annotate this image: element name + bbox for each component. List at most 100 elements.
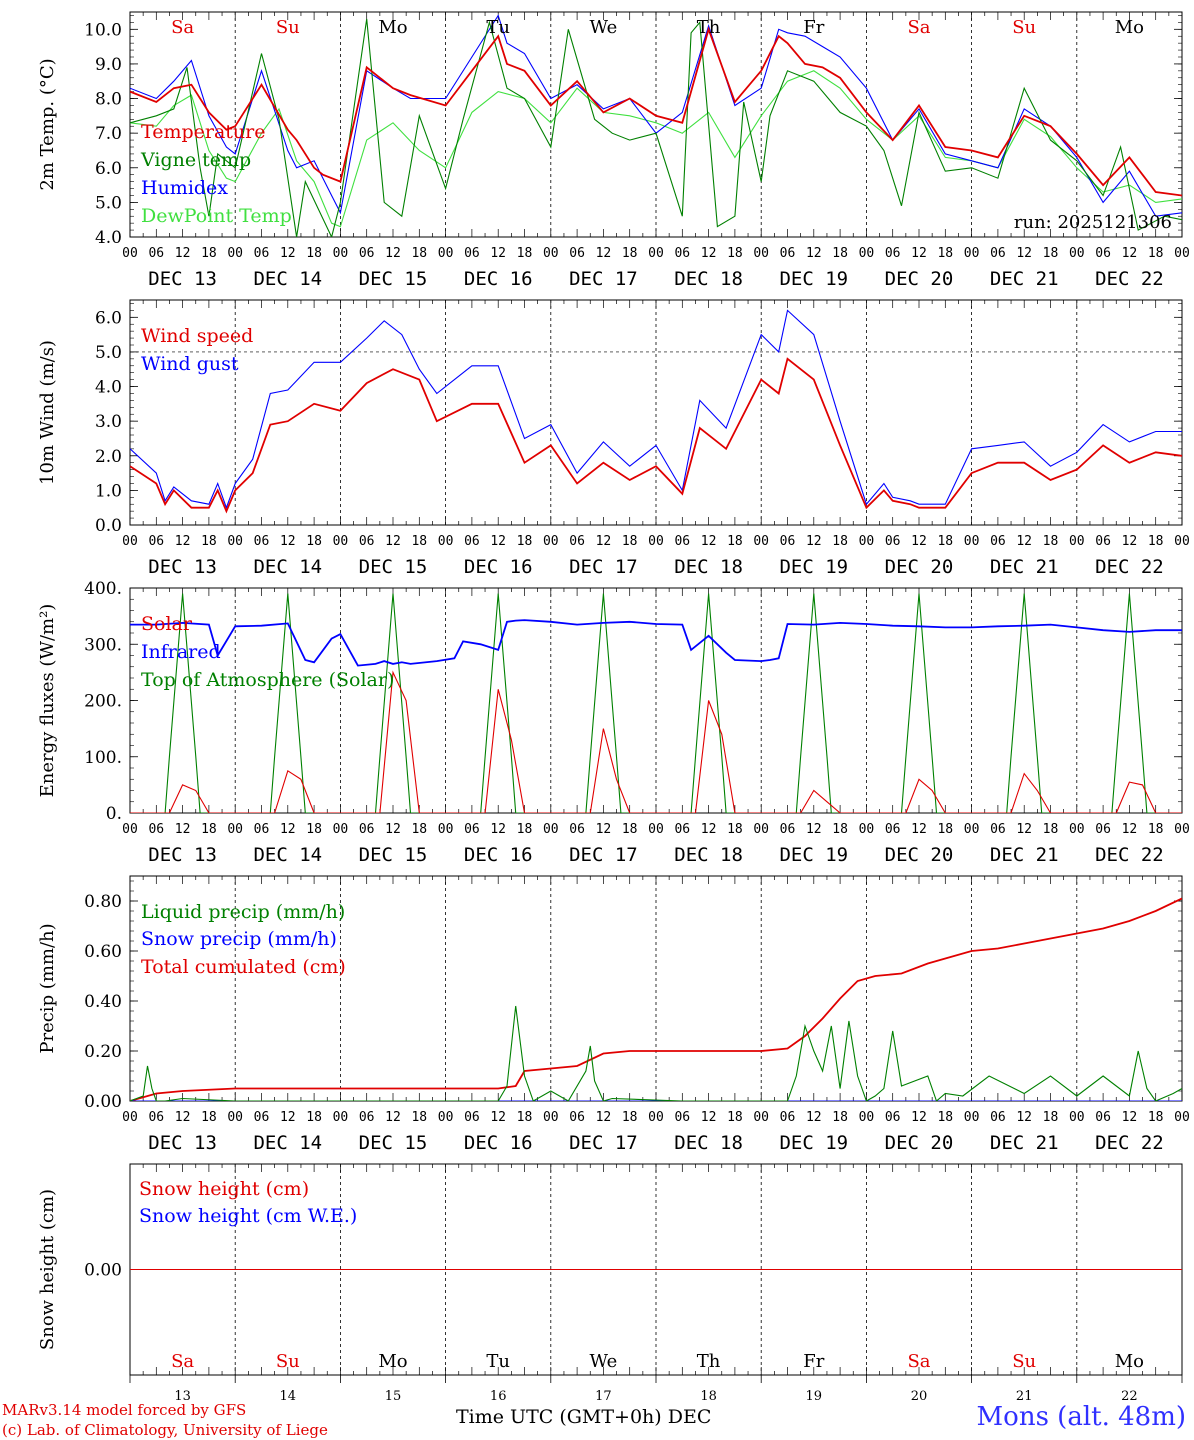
x-day-label: DEC 14 [253, 268, 322, 290]
x-tick-label: 06 [1095, 822, 1111, 837]
x-day-label: DEC 16 [464, 844, 533, 866]
x-tick-label: 06 [885, 246, 901, 261]
x-tick-label: 06 [148, 822, 164, 837]
x-tick-label: 00 [333, 1110, 349, 1125]
day-name-label: Su [1012, 17, 1036, 38]
x-tick-label: 00 [333, 534, 349, 549]
x-tick-label: 12 [385, 534, 401, 549]
x-tick-label: 12 [806, 246, 822, 261]
legend-entry: DewPoint Temp [141, 205, 292, 227]
x-tick-label: 00 [543, 822, 559, 837]
legend-entry: Liquid precip (mm/h) [141, 901, 345, 923]
x-day-label: DEC 21 [990, 556, 1059, 578]
x-tick-label: 00 [227, 822, 243, 837]
y-tick-label: 5.0 [95, 193, 122, 213]
y-tick-label: 10.0 [84, 20, 122, 40]
x-tick-label: 18 [306, 822, 322, 837]
y-axis-label: Energy fluxes (W/m²) [37, 604, 58, 798]
x-tick-label: 00 [543, 534, 559, 549]
panel-2: 0.0 1.0 2.0 3.0 4.0 5.0 6.0 10m Wind (m/s) Wind … [37, 299, 1190, 578]
y-tick-label: 0.00 [84, 1261, 122, 1281]
x-tick-label: 12 [1122, 1110, 1138, 1125]
y-tick-label: 100. [84, 748, 122, 768]
x-day-label: DEC 21 [990, 844, 1059, 866]
x-tick-label: 00 [122, 822, 138, 837]
x-tick-label: 18 [1043, 246, 1059, 261]
x-tick-label: 00 [438, 822, 454, 837]
x-tick-label: 18 [622, 1110, 638, 1125]
x-tick-label: 00 [1069, 822, 1085, 837]
x-tick-label: 12 [1122, 534, 1138, 549]
x-tick-label: 12 [806, 822, 822, 837]
x-day-label: DEC 13 [148, 268, 217, 290]
legend-entry: Snow height (cm) [139, 1178, 309, 1200]
x-tick-label: 12 [175, 246, 191, 261]
x-tick-label: 00 [753, 822, 769, 837]
x-tick-label: 06 [569, 534, 585, 549]
x-tick-label: 00 [859, 534, 875, 549]
series-line-total-cumulated-cm- [130, 897, 1182, 1101]
series-line-infrared [130, 619, 1182, 667]
x-tick-label: 06 [990, 822, 1006, 837]
x-tick-label: 00 [438, 1110, 454, 1125]
x-day-label: DEC 15 [359, 268, 428, 290]
x-tick-label: 12 [701, 246, 717, 261]
x-day-label: DEC 17 [569, 268, 638, 290]
y-tick-label: 0.0 [95, 516, 122, 536]
x-tick-label: 12 [490, 534, 506, 549]
day-name-label: Sa [171, 1351, 194, 1372]
x-tick-label: 06 [464, 822, 480, 837]
x-tick-label: 06 [780, 822, 796, 837]
x-tick-label: 18 [832, 246, 848, 261]
day-number-label: 13 [174, 1389, 191, 1404]
x-tick-label: 00 [1069, 534, 1085, 549]
x-day-label: DEC 21 [990, 268, 1059, 290]
x-day-label: DEC 15 [359, 844, 428, 866]
x-tick-label: 06 [464, 1110, 480, 1125]
x-tick-label: 18 [517, 822, 533, 837]
x-tick-label: 12 [1122, 246, 1138, 261]
day-name-label: Mo [1115, 17, 1144, 38]
day-number-label: 15 [385, 1389, 402, 1404]
x-tick-label: 18 [517, 246, 533, 261]
x-tick-label: 18 [1148, 246, 1164, 261]
x-tick-label: 06 [1095, 1110, 1111, 1125]
x-tick-label: 06 [674, 1110, 690, 1125]
x-tick-label: 06 [780, 534, 796, 549]
day-name-label: We [590, 1351, 618, 1372]
x-tick-label: 06 [148, 1110, 164, 1125]
x-tick-label: 06 [780, 1110, 796, 1125]
day-name-label: Mo [1115, 1351, 1144, 1372]
y-tick-label: 8.0 [95, 90, 122, 110]
x-day-label: DEC 13 [148, 1132, 217, 1154]
x-tick-label: 00 [438, 246, 454, 261]
x-tick-label: 18 [306, 1110, 322, 1125]
x-tick-label: 18 [937, 822, 953, 837]
day-name-label: Th [697, 17, 721, 38]
x-tick-label: 18 [622, 534, 638, 549]
x-tick-label: 06 [674, 246, 690, 261]
y-tick-label: 7.0 [95, 124, 122, 144]
y-axis-label: 2m Temp. (°C) [37, 58, 58, 190]
x-tick-label: 06 [359, 1110, 375, 1125]
x-tick-label: 00 [227, 534, 243, 549]
legend-entry: Snow precip (mm/h) [141, 928, 337, 950]
x-tick-label: 06 [254, 534, 270, 549]
x-day-label: DEC 16 [464, 556, 533, 578]
x-day-label: DEC 19 [779, 844, 848, 866]
x-tick-label: 12 [490, 1110, 506, 1125]
x-tick-label: 00 [1069, 1110, 1085, 1125]
day-name-label: Su [276, 1351, 300, 1372]
x-tick-label: 00 [964, 246, 980, 261]
x-axis-title: Time UTC (GMT+0h) DEC [456, 1406, 712, 1428]
x-tick-label: 00 [753, 246, 769, 261]
legend-entry: Wind speed [141, 325, 253, 347]
day-number-label: 20 [911, 1389, 928, 1404]
x-tick-label: 18 [201, 246, 217, 261]
day-name-label: Sa [907, 17, 930, 38]
x-tick-label: 00 [1174, 534, 1190, 549]
x-tick-label: 06 [569, 1110, 585, 1125]
x-tick-label: 06 [359, 822, 375, 837]
x-day-label: DEC 20 [885, 556, 954, 578]
y-tick-label: 0. [106, 804, 122, 824]
